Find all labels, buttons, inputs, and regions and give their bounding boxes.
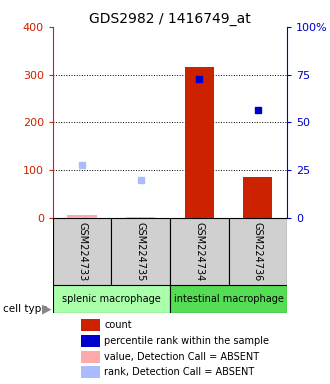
Text: count: count <box>104 320 132 330</box>
Bar <box>53 218 112 285</box>
Bar <box>170 218 229 285</box>
Text: GSM224735: GSM224735 <box>136 222 146 281</box>
Bar <box>112 218 170 285</box>
Text: GSM224736: GSM224736 <box>253 222 263 281</box>
Bar <box>184 68 214 218</box>
Title: GDS2982 / 1416749_at: GDS2982 / 1416749_at <box>89 12 251 26</box>
Bar <box>126 217 155 218</box>
Bar <box>81 351 100 363</box>
Bar <box>243 177 273 218</box>
Bar <box>170 285 287 313</box>
Bar <box>228 218 287 285</box>
Text: cell type: cell type <box>3 304 48 314</box>
Text: intestinal macrophage: intestinal macrophage <box>174 294 283 304</box>
Text: rank, Detection Call = ABSENT: rank, Detection Call = ABSENT <box>104 367 255 377</box>
Text: splenic macrophage: splenic macrophage <box>62 294 161 304</box>
Text: percentile rank within the sample: percentile rank within the sample <box>104 336 269 346</box>
Bar <box>81 335 100 348</box>
Bar <box>53 285 170 313</box>
Bar <box>81 366 100 378</box>
Bar <box>67 215 97 218</box>
Bar <box>81 319 100 331</box>
Text: value, Detection Call = ABSENT: value, Detection Call = ABSENT <box>104 352 259 362</box>
Text: GSM224733: GSM224733 <box>77 222 87 281</box>
Text: GSM224734: GSM224734 <box>194 222 204 281</box>
Text: ▶: ▶ <box>42 303 51 316</box>
